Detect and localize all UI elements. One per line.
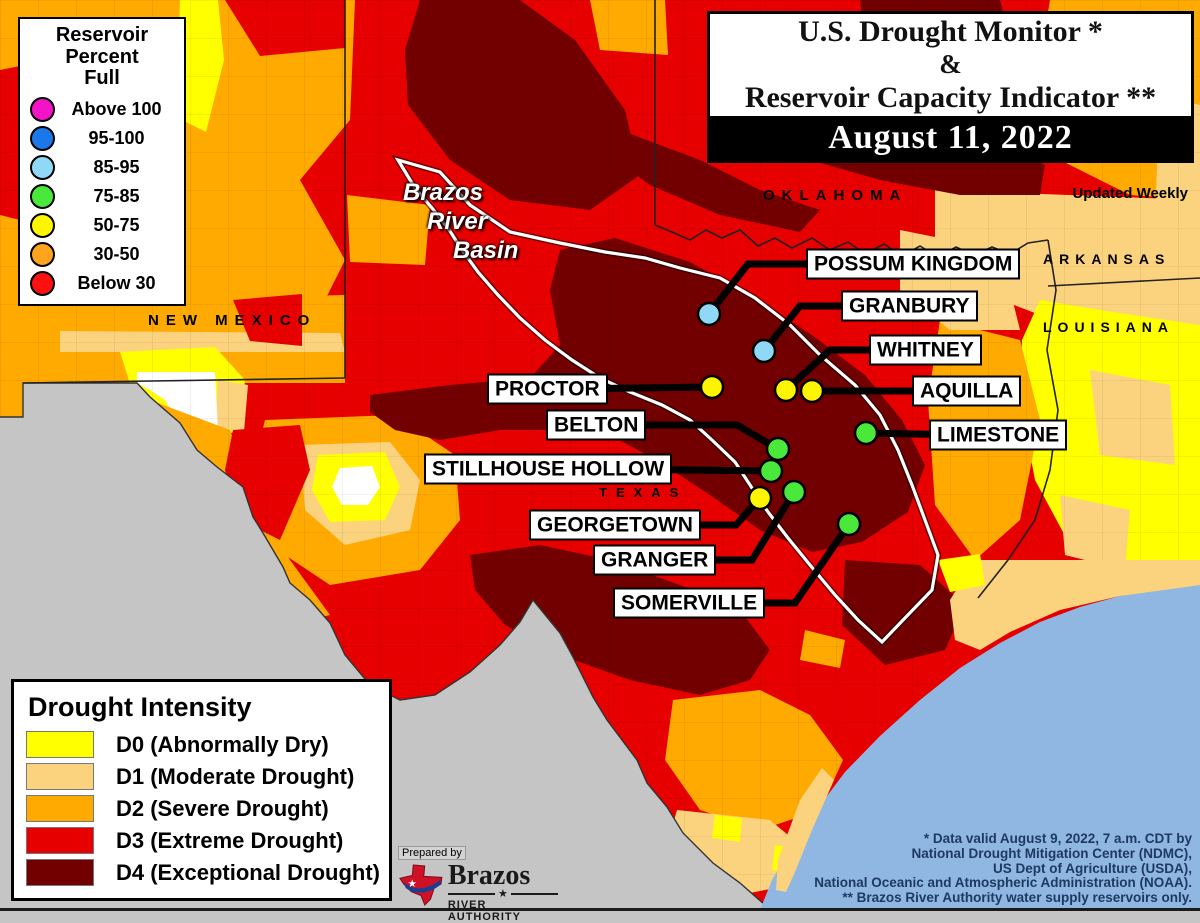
- reservoir-dot: [699, 374, 725, 400]
- drought-category-label: D3 (Extreme Drought): [116, 827, 344, 853]
- drought-category-label: D0 (Abnormally Dry): [116, 731, 329, 757]
- logo-subtitle: RIVER AUTHORITY: [447, 899, 521, 923]
- reservoir-dot: [781, 479, 807, 505]
- legend-dot-icon: [30, 270, 55, 296]
- date-bar: August 11, 2022: [710, 115, 1191, 160]
- reservoir-legend-item: 30-50: [30, 241, 178, 267]
- reservoir-dot: [765, 436, 791, 462]
- gulf-water: [760, 582, 1200, 911]
- legend-dot-icon: [30, 212, 55, 238]
- basin-label: Brazos River Basin: [403, 179, 519, 264]
- state-label-texas: TEXAS: [599, 485, 688, 500]
- drought-swatch-icon: [26, 763, 94, 790]
- reservoir-label: GRANGER: [593, 544, 717, 576]
- reservoir-label: POSSUM KINGDOM: [806, 248, 1021, 280]
- reservoir-legend: Reservoir Percent Full Above 100 95-100 85…: [18, 17, 186, 306]
- drought-category-label: D2 (Severe Drought): [116, 795, 329, 821]
- drought-swatch-icon: [26, 731, 94, 758]
- drought-legend-item: D0 (Abnormally Dry): [26, 731, 377, 758]
- drought-legend-title: Drought Intensity: [28, 692, 252, 722]
- legend-range-label: 95-100: [88, 127, 145, 148]
- brazos-logo-block: Prepared by ★ Brazos ★ RIVER AUTHORITY: [398, 843, 558, 923]
- data-source-notes: * Data valid August 9, 2022, 7 a.m. CDT …: [632, 831, 1192, 906]
- updated-weekly-note: Updated Weekly: [1072, 185, 1188, 202]
- drought-legend-item: D2 (Severe Drought): [26, 795, 377, 822]
- reservoir-dot: [836, 511, 862, 537]
- drought-category-label: D4 (Exceptional Drought): [116, 859, 381, 885]
- drought-intensity-legend: Drought Intensity D0 (Abnormally Dry) D1…: [11, 679, 392, 901]
- state-label-louisiana: LOUISIANA: [1043, 319, 1174, 335]
- drought-swatch-icon: [26, 859, 94, 886]
- border-32n: [22, 377, 346, 384]
- title-line2: Reservoir Capacity Indicator **: [744, 80, 1157, 114]
- reservoir-legend-item: 85-95: [30, 154, 178, 180]
- logo-rule: ★: [447, 889, 558, 900]
- barrier-island: [776, 768, 834, 892]
- reservoir-label: LIMESTONE: [929, 419, 1068, 451]
- prepared-by-label: Prepared by: [398, 846, 466, 860]
- state-label-new-mexico: NEW MEXICO: [148, 312, 317, 329]
- legend-range-label: Above 100: [71, 98, 162, 119]
- note-line: US Dept of Agriculture (USDA),: [993, 860, 1192, 876]
- logo-name: Brazos: [447, 860, 531, 891]
- reservoir-legend-item: Above 100: [30, 96, 178, 122]
- legend-range-label: 50-75: [93, 214, 140, 235]
- reservoir-dot: [758, 458, 784, 484]
- title-line1: U.S. Drought Monitor *: [798, 15, 1103, 48]
- leader-line: [706, 260, 830, 317]
- note-line: * Data valid August 9, 2022, 7 a.m. CDT …: [923, 831, 1192, 846]
- basin-outline: [394, 157, 940, 645]
- reservoir-label: AQUILLA: [912, 375, 1022, 407]
- reservoir-label: GEORGETOWN: [529, 509, 701, 541]
- drought-category-label: D1 (Moderate Drought): [116, 763, 355, 789]
- reservoir-label: SOMERVILLE: [613, 587, 766, 619]
- reservoir-label: STILLHOUSE HOLLOW: [424, 453, 673, 485]
- reservoir-dot: [799, 378, 825, 404]
- note-line: ** Brazos River Authority water supply r…: [842, 890, 1192, 906]
- legend-dot-icon: [30, 241, 55, 267]
- drought-swatch-icon: [26, 827, 94, 854]
- drought-swatch-icon: [26, 795, 94, 822]
- legend-dot-icon: [30, 183, 55, 209]
- legend-range-label: Below 30: [77, 272, 156, 293]
- legend-dot-icon: [30, 154, 55, 180]
- reservoir-legend-item: 50-75: [30, 212, 178, 238]
- title-block: U.S. Drought Monitor * & Reservoir Capac…: [707, 11, 1194, 163]
- reservoir-label: GRANBURY: [841, 290, 978, 322]
- region-d0-uppercoast: [938, 554, 985, 592]
- reservoir-dot: [773, 377, 799, 403]
- reservoir-dots: [696, 301, 879, 537]
- legend-range-label: 75-85: [93, 185, 140, 206]
- legend-range-label: 85-95: [93, 156, 140, 177]
- reservoir-dot: [853, 420, 879, 446]
- reservoir-dot: [747, 485, 773, 511]
- state-label-arkansas: ARKANSAS: [1043, 251, 1171, 267]
- reservoir-label: BELTON: [546, 409, 647, 441]
- legend-range-label: 30-50: [93, 243, 140, 264]
- state-label-oklahoma: OKLAHOMA: [763, 187, 908, 204]
- border-ar-la: [1047, 277, 1200, 287]
- reservoir-legend-item: 75-85: [30, 183, 178, 209]
- texas-logo-icon: ★: [399, 864, 443, 906]
- drought-legend-item: D4 (Exceptional Drought): [26, 859, 381, 886]
- reservoir-dot: [696, 301, 722, 327]
- note-line: National Drought Mitigation Center (NDMC…: [911, 845, 1192, 861]
- reservoir-label: WHITNEY: [869, 334, 982, 366]
- legend-dot-icon: [30, 96, 55, 122]
- legend-dot-icon: [30, 125, 55, 151]
- bottom-frame: [0, 908, 1200, 911]
- reservoir-dot: [751, 338, 777, 364]
- drought-legend-item: D3 (Extreme Drought): [26, 827, 377, 854]
- reservoir-legend-item: 95-100: [30, 125, 178, 151]
- reservoir-legend-title: Reservoir Percent Full: [55, 24, 149, 90]
- drought-legend-item: D1 (Moderate Drought): [26, 763, 377, 790]
- note-line: National Oceanic and Atmospheric Adminis…: [814, 875, 1192, 891]
- texas-logo-star: ★: [408, 879, 417, 890]
- reservoir-legend-item: Below 30: [30, 270, 178, 296]
- region-d1-uppercoast: [950, 560, 1200, 650]
- reservoir-label: PROCTOR: [487, 373, 608, 405]
- title-ampersand: &: [939, 49, 962, 79]
